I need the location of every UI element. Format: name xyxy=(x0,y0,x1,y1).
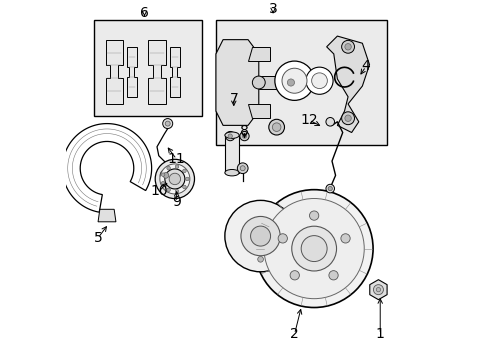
Circle shape xyxy=(328,271,338,280)
Circle shape xyxy=(325,184,334,193)
Text: 10: 10 xyxy=(150,184,167,198)
Circle shape xyxy=(161,181,164,185)
Text: 6: 6 xyxy=(140,6,149,20)
Polygon shape xyxy=(105,40,122,104)
Circle shape xyxy=(287,79,294,86)
Circle shape xyxy=(240,166,244,171)
Circle shape xyxy=(242,134,246,138)
Circle shape xyxy=(250,226,270,246)
Circle shape xyxy=(175,189,179,193)
Polygon shape xyxy=(247,104,269,118)
Circle shape xyxy=(282,68,306,93)
Circle shape xyxy=(237,163,247,174)
Circle shape xyxy=(165,121,170,126)
Circle shape xyxy=(160,170,171,181)
Text: 1: 1 xyxy=(375,327,384,341)
Circle shape xyxy=(257,256,263,262)
Circle shape xyxy=(340,234,349,243)
Circle shape xyxy=(344,115,350,121)
Text: 9: 9 xyxy=(172,195,181,209)
Ellipse shape xyxy=(224,170,239,176)
Polygon shape xyxy=(369,280,386,300)
Circle shape xyxy=(255,190,372,307)
Circle shape xyxy=(164,169,184,189)
Circle shape xyxy=(169,173,180,185)
Circle shape xyxy=(240,131,248,141)
Polygon shape xyxy=(247,47,269,61)
Ellipse shape xyxy=(224,132,239,138)
Circle shape xyxy=(183,185,186,189)
Circle shape xyxy=(376,288,380,292)
Circle shape xyxy=(166,166,170,170)
Circle shape xyxy=(327,186,332,191)
Polygon shape xyxy=(326,36,369,132)
Text: 4: 4 xyxy=(361,59,369,73)
Circle shape xyxy=(309,211,318,220)
Circle shape xyxy=(284,76,297,89)
Circle shape xyxy=(278,234,287,243)
Polygon shape xyxy=(98,209,116,222)
Circle shape xyxy=(175,165,179,168)
Circle shape xyxy=(268,119,284,135)
Circle shape xyxy=(373,285,383,295)
Polygon shape xyxy=(169,47,180,97)
Polygon shape xyxy=(148,40,165,104)
Bar xyxy=(224,135,239,173)
Circle shape xyxy=(227,134,232,138)
Text: 8: 8 xyxy=(240,124,248,138)
Circle shape xyxy=(311,73,326,89)
Circle shape xyxy=(341,112,354,125)
Circle shape xyxy=(160,164,189,194)
Bar xyxy=(258,76,290,89)
Circle shape xyxy=(305,67,332,94)
Circle shape xyxy=(325,117,334,126)
Circle shape xyxy=(155,159,194,199)
Circle shape xyxy=(241,216,280,256)
Circle shape xyxy=(272,123,280,131)
Circle shape xyxy=(166,188,170,192)
Circle shape xyxy=(163,172,168,178)
Text: 12: 12 xyxy=(299,113,317,127)
Circle shape xyxy=(183,169,186,173)
Circle shape xyxy=(185,177,189,181)
Circle shape xyxy=(344,44,350,50)
Circle shape xyxy=(264,198,364,299)
Circle shape xyxy=(341,40,354,53)
Circle shape xyxy=(163,118,172,129)
Circle shape xyxy=(161,173,164,176)
Bar xyxy=(94,20,201,116)
Circle shape xyxy=(289,271,299,280)
Text: 2: 2 xyxy=(289,327,298,341)
Circle shape xyxy=(224,201,296,272)
Bar xyxy=(216,20,386,145)
Polygon shape xyxy=(216,40,258,125)
Circle shape xyxy=(274,61,313,100)
Circle shape xyxy=(225,131,234,141)
Circle shape xyxy=(301,236,326,262)
Circle shape xyxy=(291,226,336,271)
Circle shape xyxy=(252,76,264,89)
Polygon shape xyxy=(127,47,137,97)
Text: 11: 11 xyxy=(167,152,185,166)
Text: 7: 7 xyxy=(229,91,238,105)
Text: 5: 5 xyxy=(94,231,102,245)
Text: 3: 3 xyxy=(268,2,277,16)
Polygon shape xyxy=(62,123,151,212)
